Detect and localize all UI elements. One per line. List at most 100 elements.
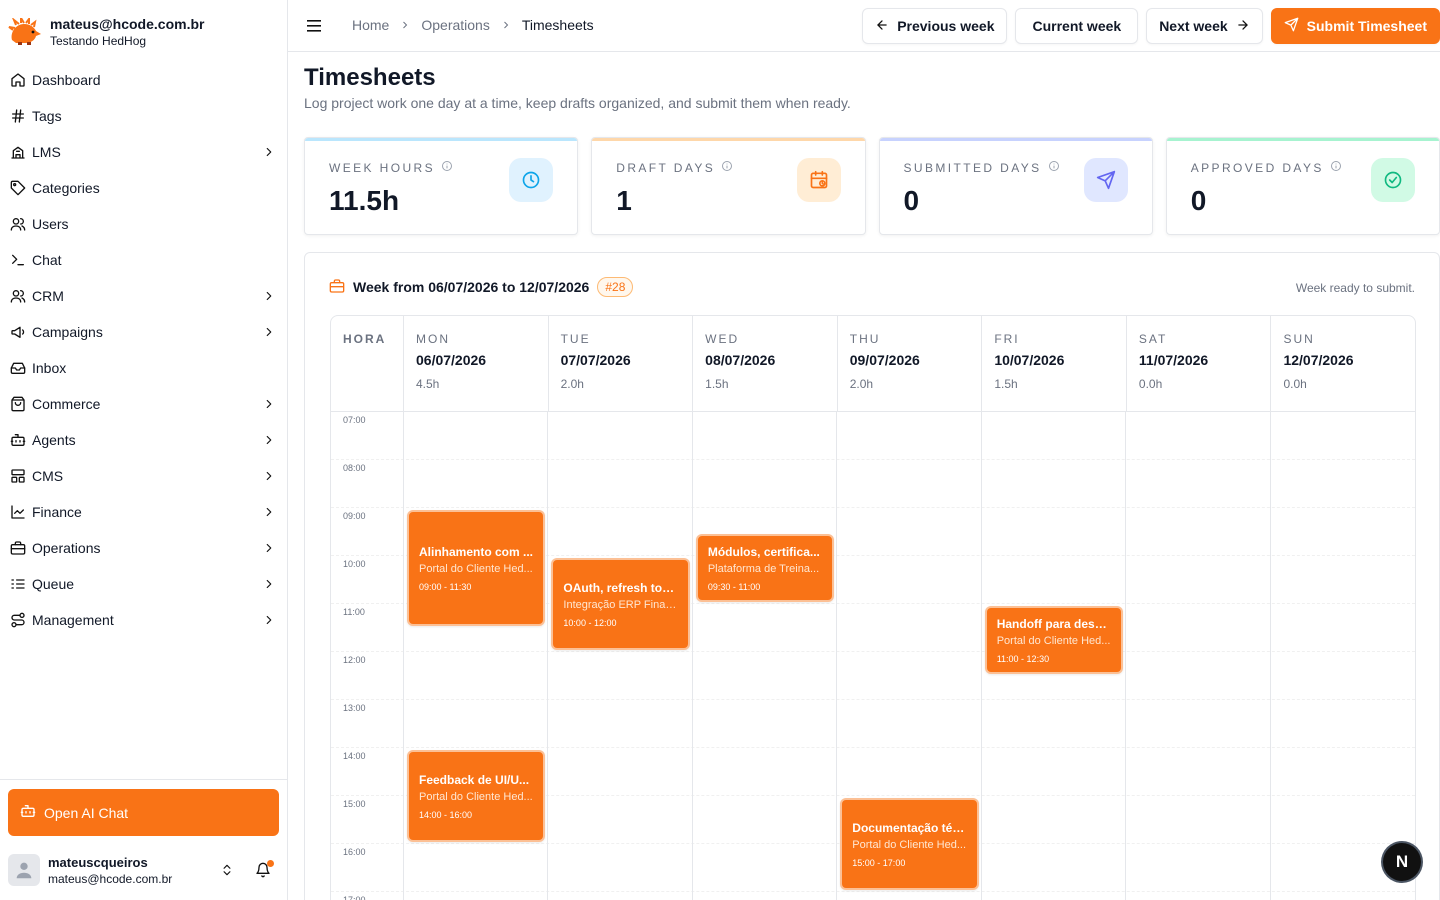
day-header-tue: TUE 07/07/2026 2.0h: [549, 316, 694, 411]
bell-icon[interactable]: [253, 860, 274, 880]
sidebar-item-lms[interactable]: LMS: [0, 134, 288, 170]
day-total-hours: 0.0h: [1283, 377, 1307, 391]
page-subtitle: Log project work one day at a time, keep…: [304, 95, 851, 111]
bot-icon: [10, 432, 26, 448]
hour-row: [331, 508, 1415, 556]
entry-project: Portal do Cliente Hed...: [996, 634, 1111, 647]
info-icon[interactable]: [1048, 160, 1060, 175]
sidebar-item-inbox[interactable]: Inbox: [0, 350, 288, 386]
info-icon[interactable]: [721, 160, 733, 175]
week-calendar: HORA MON 06/07/2026 4.5h TUE 07/07/2026 2.0h W…: [330, 315, 1416, 900]
hash-icon: [10, 108, 26, 124]
day-column-divider: [980, 412, 982, 900]
chevron-right-icon: [262, 505, 276, 519]
sidebar-item-management[interactable]: Management: [0, 602, 288, 638]
shopping-bag-icon: [10, 396, 26, 412]
arrow-left-icon: [875, 18, 889, 35]
info-icon[interactable]: [1330, 160, 1342, 175]
sidebar-item-crm[interactable]: CRM: [0, 278, 288, 314]
breadcrumb-home[interactable]: Home: [352, 17, 390, 33]
sidebar-item-label: Campaigns: [32, 324, 103, 340]
sidebar-item-agents[interactable]: Agents: [0, 422, 288, 458]
sidebar-item-commerce[interactable]: Commerce: [0, 386, 288, 422]
check-circle-icon: [1371, 158, 1415, 202]
timesheet-entry[interactable]: Feedback de UI/U... Portal do Cliente Hed…: [407, 750, 546, 842]
entry-title: Feedback de UI/U...: [419, 772, 530, 787]
entry-title: Alinhamento com ...: [419, 544, 534, 559]
user-email: mateus@hcode.com.br: [48, 871, 173, 886]
stat-label: DRAFT DAYS: [616, 160, 716, 175]
next-week-button[interactable]: Next week: [1146, 8, 1263, 44]
sidebar-item-cms[interactable]: CMS: [0, 458, 288, 494]
sidebar-item-categories[interactable]: Categories: [0, 170, 288, 206]
chevron-right-icon: [262, 613, 276, 627]
previous-week-label: Previous week: [897, 18, 995, 34]
hour-label: 10:00: [343, 559, 366, 569]
entry-time: 14:00 - 16:00: [419, 809, 473, 820]
day-column-divider: [1269, 412, 1271, 900]
day-date: 09/07/2026: [849, 352, 920, 368]
stat-label: APPROVED DAYS: [1190, 160, 1324, 175]
day-date: 11/07/2026: [1138, 352, 1209, 368]
sidebar-item-label: Dashboard: [32, 72, 101, 88]
submit-timesheet-button[interactable]: Submit Timesheet: [1270, 8, 1440, 44]
chevrons-up-down-icon[interactable]: [219, 862, 235, 878]
sidebar-item-operations[interactable]: Operations: [0, 530, 288, 566]
day-total-hours: 2.0h: [849, 377, 874, 391]
sidebar-item-label: Commerce: [32, 396, 101, 412]
sidebar-item-label: Finance: [32, 504, 82, 520]
chevron-right-icon: [262, 397, 276, 411]
submit-timesheet-label: Submit Timesheet: [1306, 18, 1427, 34]
day-name: FRI: [994, 332, 1020, 346]
hour-label: 13:00: [343, 703, 366, 713]
user-name: mateuscqueiros: [48, 854, 148, 870]
sidebar-item-tags[interactable]: Tags: [0, 98, 288, 134]
stat-accent-strip: [305, 138, 578, 141]
entry-time: 09:30 - 11:00: [707, 581, 761, 592]
hour-row: [331, 556, 1415, 604]
calendar-clock-icon: [796, 158, 841, 202]
next-dev-indicator-button[interactable]: N: [1383, 843, 1421, 881]
timesheet-entry[interactable]: OAuth, refresh tok... Integração ERP Fina…: [551, 558, 690, 650]
sidebar-item-chat[interactable]: Chat: [0, 242, 288, 278]
chevron-right-icon: [500, 19, 512, 31]
sidebar-item-finance[interactable]: Finance: [0, 494, 288, 530]
sidebar-item-label: LMS: [32, 144, 61, 160]
next-week-label: Next week: [1159, 18, 1228, 34]
day-total-hours: 2.0h: [560, 377, 584, 391]
chevron-right-icon: [262, 541, 276, 555]
entry-project: Plataforma de Treina...: [707, 562, 820, 575]
day-header-sun: SUN 12/07/2026 0.0h: [1271, 316, 1415, 411]
current-week-button[interactable]: Current week: [1015, 8, 1139, 44]
entry-time: 11:00 - 12:30: [996, 653, 1050, 664]
entry-time: 15:00 - 17:00: [852, 857, 906, 868]
chevron-right-icon: [262, 325, 276, 339]
breadcrumb-current: Timesheets: [521, 17, 594, 33]
sidebar-item-queue[interactable]: Queue: [0, 566, 288, 602]
sidebar-item-dashboard[interactable]: Dashboard: [0, 62, 288, 98]
page-title: Timesheets: [304, 64, 436, 91]
hour-label: 17:00: [343, 895, 366, 900]
timesheet-entry[interactable]: Documentação téc... Portal do Cliente Hed…: [840, 798, 979, 890]
info-icon[interactable]: [441, 160, 453, 175]
sidebar-item-label: Queue: [32, 576, 75, 592]
sidebar-footer: Open AI Chat mateuscqueiros mateus@hcode…: [0, 779, 287, 900]
day-date: 06/07/2026: [416, 352, 487, 368]
hour-label: 12:00: [343, 655, 366, 665]
timesheet-entry[interactable]: Módulos, certifica... Plataforma de Trein…: [695, 534, 835, 602]
open-ai-chat-button[interactable]: Open AI Chat: [8, 789, 279, 836]
breadcrumb: Home Operations Timesheets: [352, 17, 594, 33]
timesheet-entry[interactable]: Alinhamento com ... Portal do Cliente Hed…: [407, 510, 546, 626]
breadcrumb-operations[interactable]: Operations: [421, 17, 490, 33]
current-week-label: Current week: [1032, 18, 1122, 34]
sidebar-item-label: Inbox: [32, 360, 67, 376]
user-menu[interactable]: mateuscqueiros mateus@hcode.com.br: [8, 851, 279, 889]
tag-icon: [10, 180, 26, 196]
sidebar-item-users[interactable]: Users: [0, 206, 288, 242]
sidebar-item-campaigns[interactable]: Campaigns: [0, 314, 288, 350]
menu-icon[interactable]: [306, 18, 322, 34]
timesheet-entry[interactable]: Handoff para dese... Portal do Cliente He…: [984, 606, 1124, 674]
hour-row: [331, 700, 1415, 748]
brand[interactable]: mateus@hcode.com.br Testando HedHog: [8, 14, 204, 50]
previous-week-button[interactable]: Previous week: [862, 8, 1008, 44]
